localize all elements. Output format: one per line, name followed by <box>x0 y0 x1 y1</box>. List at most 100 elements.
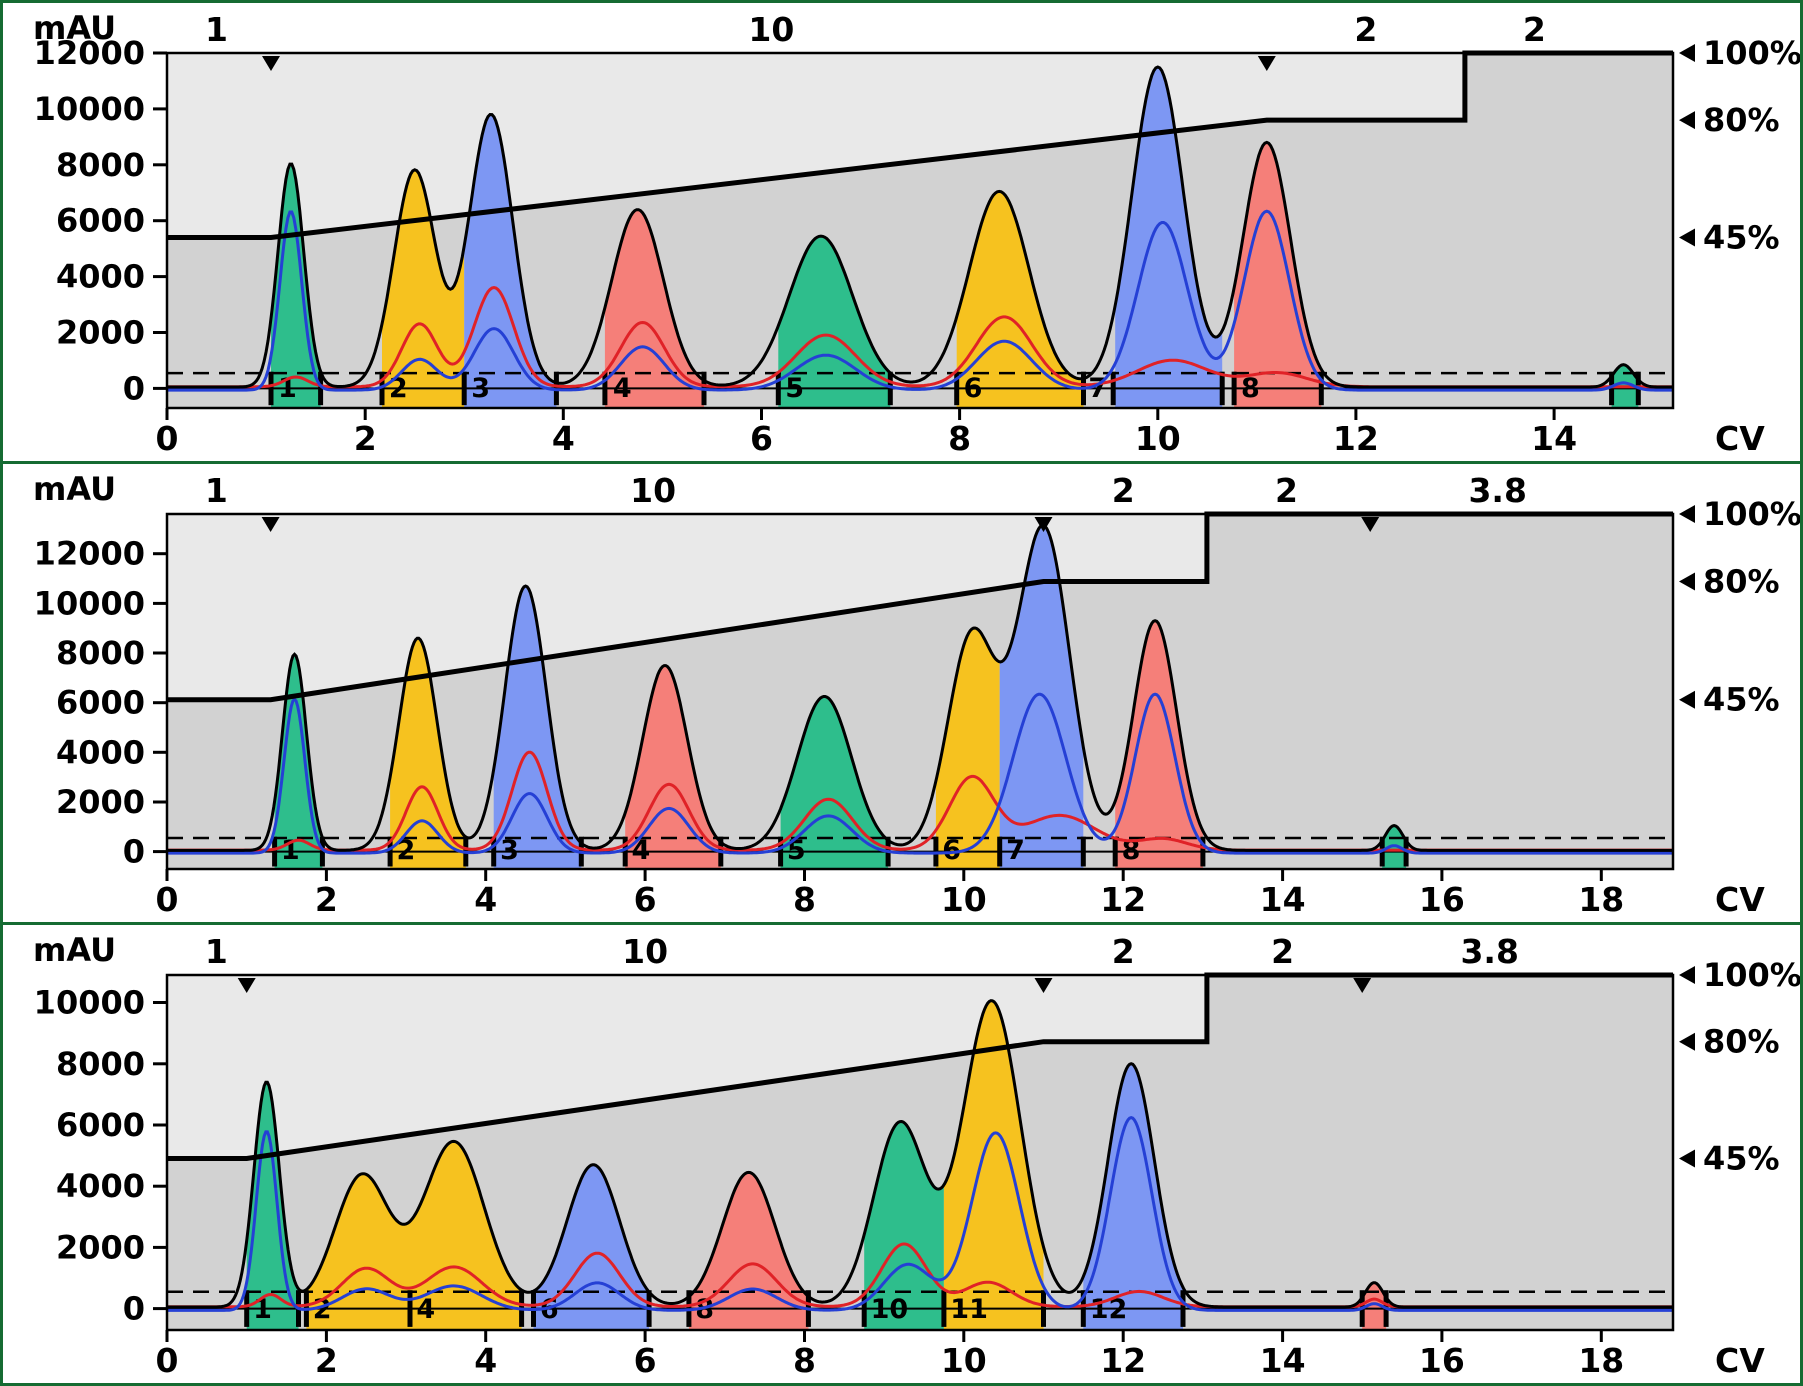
percent-label: 45% <box>1703 219 1780 257</box>
y-tick-label: 0 <box>123 1290 145 1328</box>
x-tick-label: 6 <box>634 1341 657 1380</box>
x-axis-title: CV <box>1715 1341 1765 1380</box>
uv3-trace <box>167 692 1673 855</box>
fraction-tick <box>954 371 960 406</box>
y-tick-label: 12000 <box>34 34 145 72</box>
x-axis-title: CV <box>1715 419 1765 458</box>
chromatogram-panel-1: 1 2 3 4 5 6 7 8 0 2000 4000 6000 8000 10000 12000 0 2 4 6 8… <box>3 3 1800 461</box>
fraction-tick <box>491 836 497 867</box>
fraction-tick <box>244 1290 250 1327</box>
x-tick-label: 16 <box>1419 1341 1465 1380</box>
x-tick-label: 0 <box>156 880 179 919</box>
x-tick-label: 14 <box>1260 880 1306 919</box>
uv1-trace <box>167 523 1673 852</box>
percent-pointer-icon <box>1679 1149 1695 1168</box>
y-tick-label: 4000 <box>56 1167 145 1205</box>
x-tick-label: 14 <box>1260 1341 1306 1380</box>
fraction-tick <box>778 836 784 867</box>
x-tick-label: 4 <box>552 419 575 458</box>
fraction-number: 4 <box>416 1294 435 1325</box>
fraction-tick <box>1080 1290 1086 1327</box>
y-tick-label: 0 <box>123 369 145 407</box>
y-tick-label: 2000 <box>56 1228 145 1266</box>
percent-pointer-icon <box>1679 44 1695 62</box>
panel-divider <box>3 922 1800 925</box>
percent-label: 45% <box>1703 1140 1780 1178</box>
fraction-tick <box>997 836 1003 867</box>
x-tick-label: 6 <box>634 880 657 919</box>
fraction-number: 4 <box>613 373 632 404</box>
x-tick-label: 2 <box>354 419 377 458</box>
x-tick-label: 12 <box>1333 419 1379 458</box>
y-tick-label: 8000 <box>56 634 145 672</box>
percent-label: 45% <box>1703 681 1780 719</box>
y-axis-title: mAU <box>33 931 116 969</box>
x-tick-label: 14 <box>1531 419 1577 458</box>
x-tick-label: 16 <box>1419 880 1465 919</box>
fraction-tick <box>775 371 781 406</box>
fraction-number: 3 <box>500 835 519 866</box>
fraction-tick <box>387 836 393 867</box>
segment-length-label: 1 <box>205 471 228 510</box>
percent-label: 100% <box>1703 956 1800 994</box>
x-tick-label: 10 <box>941 1341 987 1380</box>
peak-fill-yellow <box>935 628 1000 869</box>
percent-pointer-icon <box>1679 1032 1695 1051</box>
fraction-number: 5 <box>785 373 804 404</box>
x-tick-label: 12 <box>1100 1341 1146 1380</box>
fraction-tick <box>272 836 278 867</box>
segment-length-label: 3.8 <box>1468 471 1526 510</box>
y-tick-label: 4000 <box>56 733 145 771</box>
phase-marker-icon <box>1034 978 1053 993</box>
y-tick-label: 0 <box>123 833 145 871</box>
x-tick-label: 18 <box>1578 1341 1624 1380</box>
fraction-tick <box>379 371 385 406</box>
percent-label: 80% <box>1703 1023 1780 1061</box>
percent-pointer-icon <box>1679 966 1695 984</box>
peak-fill-red <box>1362 1282 1387 1330</box>
peak-fill-yellow <box>410 1141 522 1330</box>
chromatogram-panel-3: 1 2 4 6 8 10 11 12 0 2000 4000 6000 8000 10000 0 2 4 6 8 10… <box>3 925 1800 1383</box>
fraction-tick <box>1609 371 1615 406</box>
y-tick-label: 6000 <box>56 684 145 722</box>
fraction-number: 8 <box>1122 835 1141 866</box>
y-tick-label: 8000 <box>56 1045 145 1083</box>
x-axis-title: CV <box>1715 880 1765 919</box>
peak-fill-yellow <box>956 191 1084 408</box>
segment-length-label: 3.8 <box>1460 932 1518 971</box>
uv3-trace <box>167 1115 1673 1312</box>
fraction-tick <box>887 371 893 406</box>
fraction-number: 3 <box>471 373 490 404</box>
fraction-tick <box>1180 1290 1186 1327</box>
x-tick-label: 0 <box>156 419 179 458</box>
y-tick-label: 8000 <box>56 146 145 184</box>
percent-label: 80% <box>1703 101 1780 139</box>
fraction-tick <box>602 371 608 406</box>
plot-border <box>165 51 1675 410</box>
x-tick-label: 0 <box>156 1341 179 1380</box>
segment-length-label: 2 <box>1523 10 1546 49</box>
peak-fill-blue <box>464 114 557 408</box>
x-tick-label: 8 <box>948 419 971 458</box>
segment-length-label: 2 <box>1354 10 1377 49</box>
segment-length-label: 10 <box>748 10 794 49</box>
fraction-tick <box>407 1290 413 1327</box>
segment-length-label: 1 <box>205 10 228 49</box>
phase-marker-icon <box>1034 517 1053 532</box>
y-tick-label: 2000 <box>56 783 145 821</box>
fraction-number: 11 <box>950 1294 988 1325</box>
uv1-trace <box>167 65 1673 389</box>
x-tick-label: 12 <box>1100 880 1146 919</box>
fraction-tick <box>1318 371 1324 406</box>
fraction-tick <box>1080 836 1086 867</box>
peak-fill-red <box>1234 142 1322 408</box>
fraction-tick <box>1110 371 1116 406</box>
y-axis-title: mAU <box>33 9 116 47</box>
segment-length-label: 2 <box>1112 932 1135 971</box>
percent-pointer-icon <box>1679 690 1695 709</box>
percent-label: 80% <box>1703 563 1780 601</box>
y-tick-label: 2000 <box>56 314 145 352</box>
fraction-tick <box>1219 371 1225 406</box>
